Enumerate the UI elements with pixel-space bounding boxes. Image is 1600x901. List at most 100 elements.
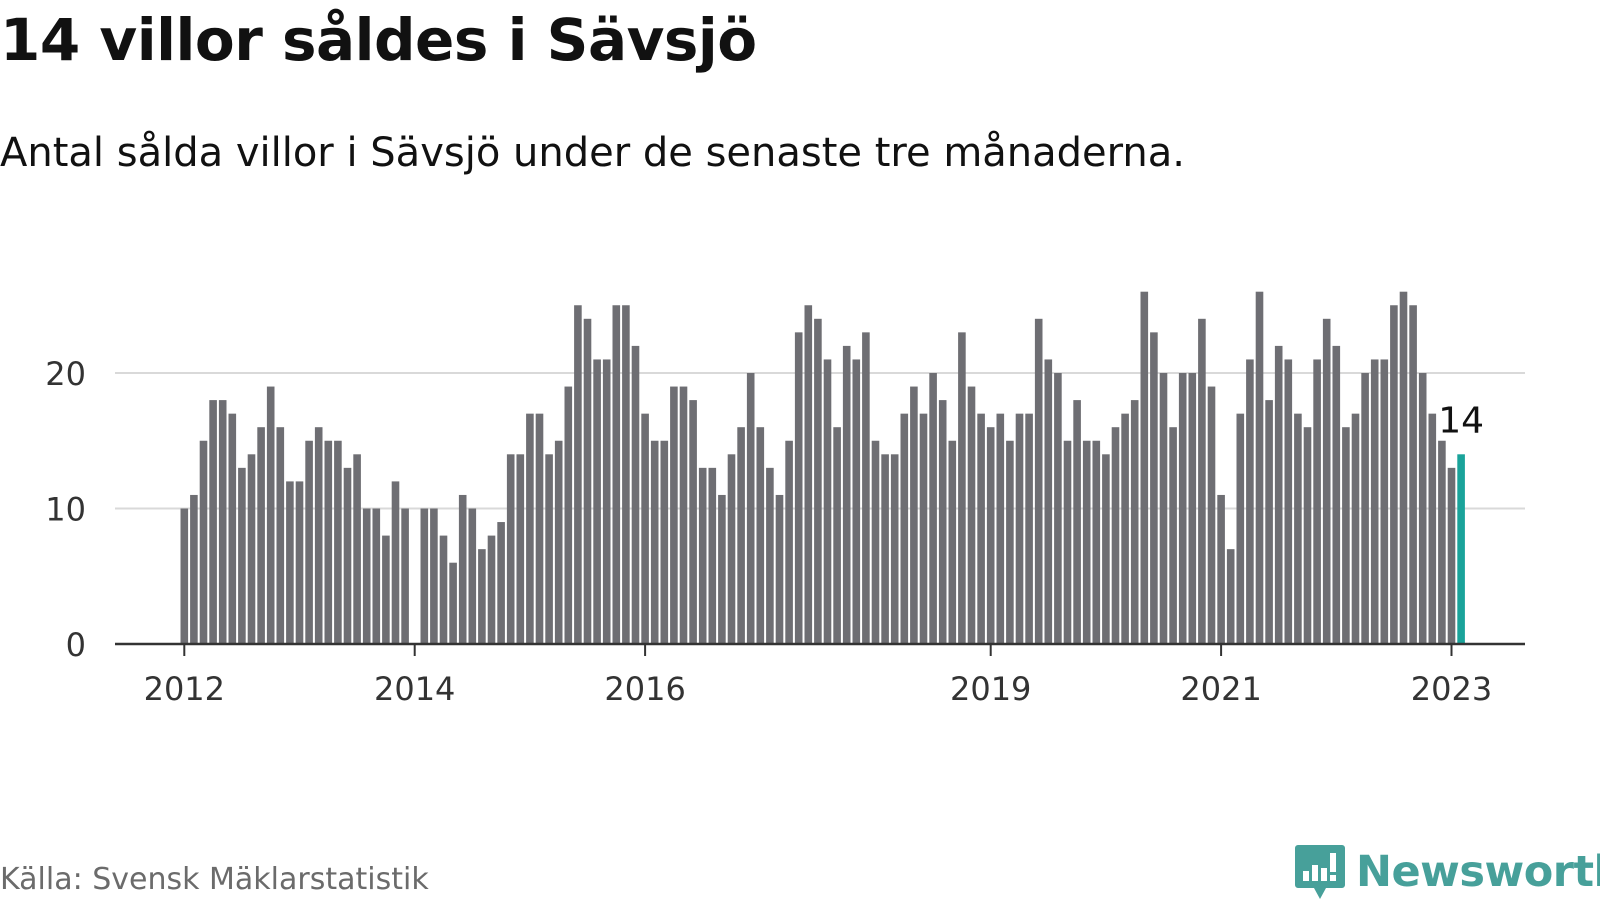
bar-9 (266, 386, 275, 644)
bar-27 (439, 535, 448, 644)
bar-81 (958, 332, 966, 644)
bar-99 (1130, 400, 1139, 644)
bar-68 (833, 427, 841, 644)
bar-109 (1226, 549, 1235, 644)
bar-107 (1207, 386, 1216, 644)
chart-subtitle: Antal sålda villor i Sävsjö under de sen… (0, 130, 1185, 176)
bar-65 (804, 305, 813, 644)
bar-120 (1332, 345, 1341, 644)
bar-13 (305, 440, 313, 644)
bar-88 (1025, 413, 1033, 644)
bar-7 (247, 454, 256, 644)
bar-104 (1178, 373, 1187, 644)
bar-115 (1284, 359, 1293, 644)
bar-66 (814, 318, 822, 644)
bar-133 (1457, 454, 1465, 644)
bar-89 (1034, 318, 1043, 644)
bar-29 (458, 494, 467, 644)
bar-64 (794, 332, 803, 644)
bar-85 (996, 413, 1005, 644)
bar-123 (1361, 373, 1369, 644)
bar-31 (478, 549, 486, 644)
bar-103 (1169, 427, 1177, 644)
bar-98 (1121, 413, 1129, 644)
bar-79 (938, 400, 947, 644)
bar-95 (1092, 440, 1101, 644)
bar-33 (497, 522, 505, 644)
bar-11 (286, 481, 294, 644)
x-tick-label-2021: 2021 (1180, 670, 1261, 708)
bar-80 (948, 440, 957, 644)
newsworthy-logo-icon (1295, 845, 1345, 899)
last-value-label: 14 (1438, 400, 1484, 441)
bar-70 (852, 359, 861, 644)
bar-54 (698, 467, 707, 644)
bar-0 (180, 508, 189, 644)
bar-125 (1380, 359, 1389, 644)
bar-19 (362, 508, 371, 644)
bar-74 (890, 454, 899, 644)
bar-6 (238, 467, 246, 644)
source-note: Källa: Svensk Mäklarstatistik (0, 862, 429, 897)
bar-105 (1188, 373, 1197, 644)
bar-110 (1236, 413, 1245, 644)
bar-30 (468, 508, 477, 644)
x-tick-label-2019: 2019 (950, 670, 1031, 708)
bar-106 (1198, 318, 1206, 644)
x-tick-label-2016: 2016 (604, 670, 685, 708)
bar-92 (1063, 440, 1072, 644)
bar-4 (218, 400, 227, 644)
bar-131 (1438, 440, 1446, 644)
bar-17 (343, 467, 352, 644)
bar-122 (1351, 413, 1360, 644)
bar-63 (785, 440, 793, 644)
bar-45 (612, 305, 621, 644)
bar-91 (1054, 373, 1062, 644)
bar-126 (1390, 305, 1398, 644)
bar-26 (430, 508, 438, 644)
bar-41 (574, 305, 582, 644)
bar-38 (545, 454, 553, 644)
bar-116 (1294, 413, 1302, 644)
bar-42 (583, 318, 592, 644)
bar-18 (353, 454, 361, 644)
bar-113 (1265, 400, 1273, 644)
bar-108 (1217, 494, 1225, 644)
bar-71 (862, 332, 870, 644)
x-tick-label-2012: 2012 (144, 670, 225, 708)
newsworthy-brand[interactable]: Newsworthy (1294, 843, 1600, 901)
chart-title: 14 villor såldes i Sävsjö (0, 6, 757, 74)
x-tick-label-2014: 2014 (374, 670, 455, 708)
bar-87 (1015, 413, 1024, 644)
bar-119 (1322, 318, 1331, 644)
bar-77 (919, 413, 928, 644)
bar-44 (602, 359, 611, 644)
bar-121 (1342, 427, 1350, 644)
bar-56 (718, 494, 726, 644)
bar-51 (670, 386, 678, 644)
bar-60 (756, 427, 765, 644)
bar-69 (842, 345, 851, 644)
bar-50 (660, 440, 669, 644)
bar-62 (775, 494, 784, 644)
bar-12 (295, 481, 304, 644)
brand-name: Newsworthy (1356, 847, 1600, 897)
y-tick-label-0: 0 (66, 626, 86, 664)
bar-59 (746, 373, 755, 644)
bar-25 (420, 508, 429, 644)
y-tick-label-10: 10 (45, 491, 86, 529)
bar-52 (679, 386, 688, 644)
bar-72 (871, 440, 880, 644)
bar-114 (1274, 345, 1283, 644)
bar-chart: 0 10 20 2012 2014 2016 2019 2021 2023 14 (45, 291, 1525, 708)
bar-34 (506, 454, 515, 644)
bar-76 (910, 386, 918, 644)
bar-127 (1399, 291, 1408, 644)
bar-58 (737, 427, 745, 644)
bar-112 (1255, 291, 1264, 644)
bar-129 (1418, 373, 1427, 644)
bar-117 (1303, 427, 1312, 644)
bar-16 (334, 440, 342, 644)
bar-36 (526, 413, 534, 644)
bar-93 (1073, 400, 1081, 644)
